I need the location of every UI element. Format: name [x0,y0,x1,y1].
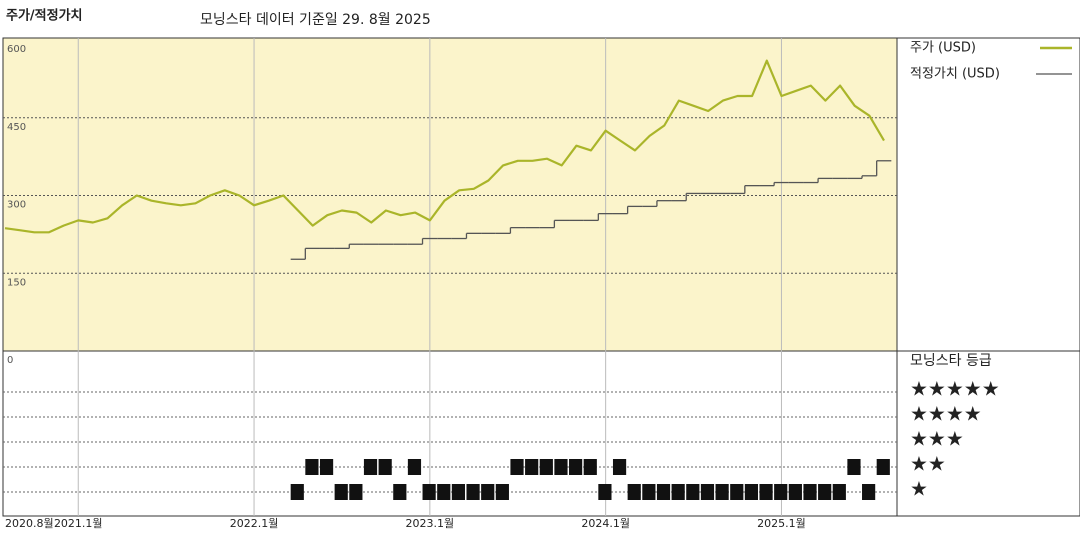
legend-label: 주가 (USD) [910,41,976,56]
legend-label: 적정가치 (USD) [910,67,1000,82]
y-tick-label: 0 [7,355,13,366]
rating-bar [569,459,583,475]
price-panel [3,38,897,351]
rating-label: ★★★ [910,427,964,451]
rating-bar [363,459,378,475]
rating-bar [319,459,334,475]
rating-label: ★★ [910,452,946,476]
rating-bar [700,484,715,500]
price-line [4,59,885,234]
x-tick-label: 2024.1월 [581,517,630,530]
y-tick-label: 450 [7,122,26,133]
rating-bar [583,459,597,475]
rating-label: ★★★★★ [910,377,1000,401]
rating-bar [730,484,744,500]
frame [2,37,1080,517]
rating-bar [671,484,685,500]
rating-bar [686,484,700,500]
rating-bar [539,459,553,475]
y-tick-label: 300 [7,200,26,211]
chart-subtitle: 모닝스타 데이터 기준일 29. 8월 2025 [200,12,431,28]
rating-bar [437,484,451,500]
rating-bar [451,484,466,500]
y-tick-label: 600 [7,44,26,55]
rating-bar [774,484,788,500]
chart-title: 주가/적정가치 [6,8,83,24]
rating-bar [525,459,539,475]
rating-bar [495,484,509,500]
rating-bar [627,484,641,500]
rating-bar [876,459,890,475]
rating-bar [803,484,817,500]
rating-bar [481,484,495,500]
rating-bar [612,459,627,475]
rating-bar [378,459,392,475]
rating-bar [847,459,861,475]
rating-bar [832,484,846,500]
rating-bar [510,459,524,475]
rating-label: ★ [910,477,928,501]
rating-bar [642,484,656,500]
rating-bar [715,484,729,500]
rating-bar [554,459,568,475]
rating-bar [466,484,480,500]
rating-bar [788,484,802,500]
x-tick-label: 2020.8월 [5,517,54,530]
rating-label: ★★★★ [910,402,982,426]
rating-bar [422,484,436,500]
x-tick-label: 2022.1월 [230,517,279,530]
y-tick-label: 150 [7,277,26,288]
rating-bar [290,484,304,500]
rating-bar [393,484,407,500]
x-tick-label: 2023.1월 [406,517,455,530]
rating-bar [656,484,671,500]
rating-bar [744,484,759,500]
rating-bar [818,484,832,500]
rating-bar [407,459,422,475]
x-tick-label: 2025.1월 [757,517,806,530]
x-tick-label: 2021.1월 [54,517,103,530]
rating-bar [349,484,363,500]
rating-bar [305,459,319,475]
rating-title: 모닝스타 등급 [910,353,992,369]
rating-bar [334,484,348,500]
rating-bar [759,484,773,500]
rating-bar [598,484,612,500]
rating-bar [862,484,876,500]
